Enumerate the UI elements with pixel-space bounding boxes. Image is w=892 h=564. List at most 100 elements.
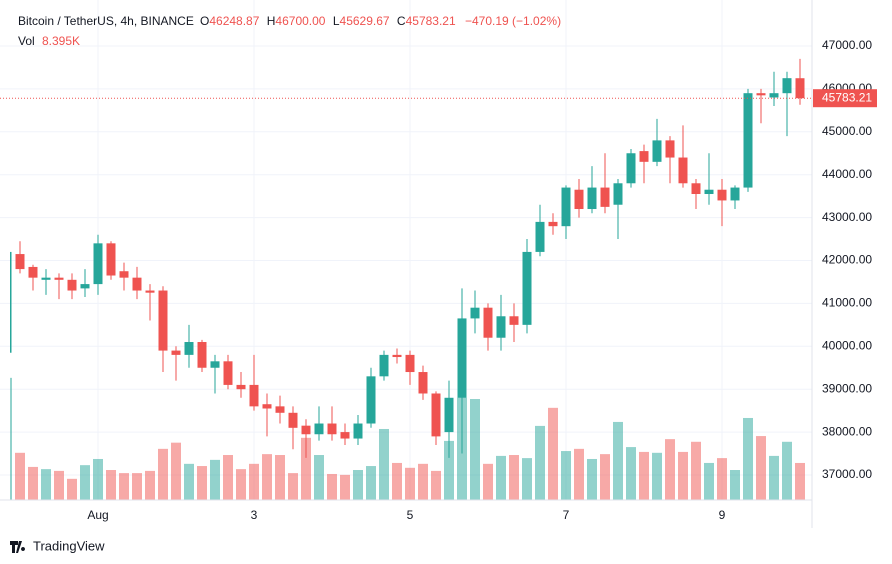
candle-body [756,93,766,96]
volume-bar [67,478,77,500]
y-tick-label: 44000.00 [822,167,872,181]
candle-body [262,404,272,409]
y-tick-label: 43000.00 [822,210,872,224]
volume-bar [379,428,389,500]
candle-body [119,271,129,278]
volume-bar [80,465,90,500]
volume-bar [561,451,571,500]
candle-body [301,425,311,435]
candle-body [626,153,636,184]
volume-bar [691,441,701,500]
candle-body [41,277,51,280]
candle-body [327,423,337,435]
candle-body [223,361,233,385]
candle-body [574,189,584,210]
volume-bar [756,436,766,500]
candle-body [444,397,454,433]
candle-body [483,307,493,338]
candle-body [600,187,610,207]
candle-body [10,251,12,353]
ohlc: O46248.87 H46700.00 L45629.67 C45783.21 … [200,14,561,28]
candle-body [28,266,38,278]
candle-body [509,316,519,325]
candle-body [314,423,324,435]
volume-bar [600,454,610,500]
volume-bar [41,469,51,500]
volume-bar [10,377,12,500]
candle-body [496,316,506,338]
change: −470.19 (−1.02%) [465,14,561,28]
candle-body [340,432,350,439]
volume-bar [249,463,259,500]
y-tick-label: 42000.00 [822,253,872,267]
volume-bar [119,473,129,500]
candle-body [288,412,298,428]
candle-layer [10,58,805,458]
x-tick-label: 9 [719,508,726,522]
candle-body [431,393,441,437]
volume-bar [626,447,636,500]
volume-bar [743,417,753,500]
volume-bar [717,458,727,500]
volume-bar [392,462,402,500]
volume-bar [665,439,675,500]
volume-bar [522,458,532,500]
volume-bar [171,442,181,500]
volume-layer [10,377,805,500]
volume-bar [483,463,493,500]
candle-body [795,78,805,99]
volume-bar [795,462,805,500]
logo[interactable]: TradingView [10,538,105,553]
candle-body [730,187,740,201]
volume-bar [639,451,649,500]
candle-body [457,318,467,398]
axis-layer: 37000.00 38000.00 39000.00 40000.00 41000.00… [0,38,877,522]
c-value: 45783.21 [406,14,456,28]
volume-bar [223,455,233,500]
candle-body [132,277,142,291]
x-tick-label: 5 [407,508,414,522]
l-value: 45629.67 [340,14,390,28]
candle-body [470,307,480,319]
volume-bar [678,451,688,500]
l-label: L [333,14,340,28]
volume-bar [431,470,441,500]
volume-bar [158,448,168,500]
candle-body [743,93,753,188]
candle-body [704,189,714,195]
volume-bar [769,455,779,500]
volume-bar [704,462,714,500]
logo-icon [10,541,26,553]
c-label: C [397,14,406,28]
candle-body [158,290,168,351]
candle-body [392,354,402,358]
symbol: Bitcoin / TetherUS, 4h, BINANCE [18,14,194,28]
y-tick-label: 41000.00 [822,296,872,310]
vol-label: Vol [18,34,35,48]
candle-body [665,140,675,158]
volume-bar [197,466,207,500]
volume-bar [405,467,415,500]
x-tick-label: 3 [251,508,258,522]
last-price-box [813,89,877,108]
last-price-label: 45783.21 [822,90,872,104]
candle-body [15,254,25,270]
volume-bar [366,466,376,500]
volume-bar [509,455,519,500]
h-label: H [267,14,276,28]
candle-body [54,277,64,280]
candle-body [717,189,727,201]
candle-body [691,183,701,195]
volume-bar [184,463,194,500]
y-tick-label: 40000.00 [822,338,872,352]
candle-body [106,243,116,276]
volume-bar [470,399,480,500]
grid [0,0,812,500]
volume-bar [28,466,38,500]
volume-bar [145,470,155,500]
volume-bar [574,448,584,500]
volume-bar [15,452,25,500]
candle-body [522,251,532,325]
